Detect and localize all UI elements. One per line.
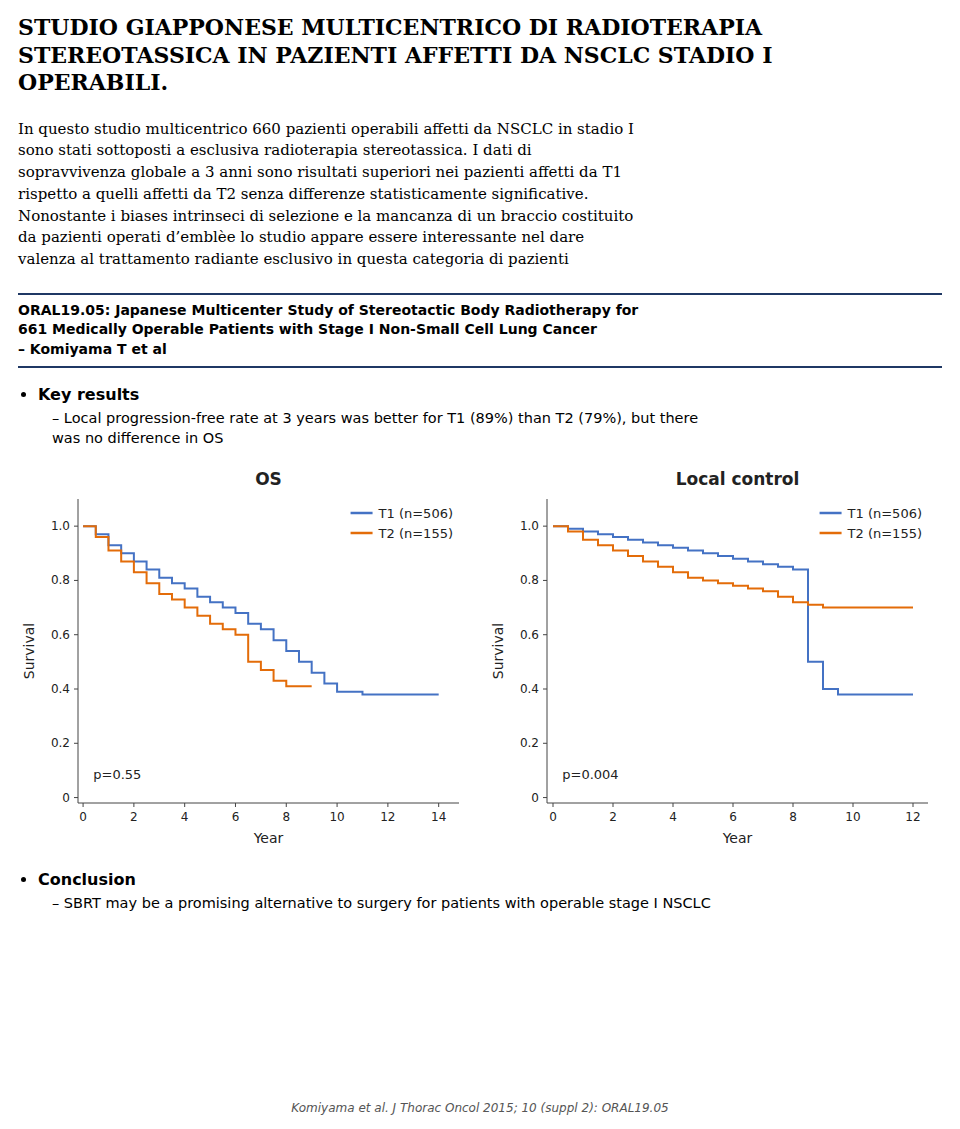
x-axis-label: Year — [253, 830, 284, 846]
y-tick — [74, 634, 78, 635]
footnote: Komiyama et al. J Thorac Oncol 2015; 10 … — [0, 1101, 960, 1115]
x-tick — [613, 803, 614, 807]
km-chart: OS 0 2 4 6 8 10 12 14 0 0.2 0.4 0.6 0.8 1.0 Year Surviva… — [18, 463, 473, 853]
conclusion-item: Conclusion– SBRT may be a promising alte… — [38, 869, 942, 914]
y-tick — [543, 634, 547, 635]
y-tick-label: 0.6 — [520, 627, 539, 641]
y-tick-label: 0.2 — [51, 736, 70, 750]
y-tick-label: 0.4 — [520, 682, 539, 696]
y-tick-label: 0.2 — [520, 736, 539, 750]
plot-area — [553, 526, 913, 694]
x-axis-label: Year — [722, 830, 753, 846]
km-chart: Local control 0 2 4 6 8 10 12 0 0.2 0.4 0.6 0.8 1.0 Ye… — [487, 463, 942, 853]
chart-title: OS — [255, 469, 282, 489]
p-value: p=0.55 — [93, 766, 141, 781]
y-axis-line — [78, 499, 79, 803]
x-tick-label: 4 — [181, 810, 189, 824]
y-tick — [74, 579, 78, 580]
study-title: ORAL19.05: Japanese Multicenter Study of… — [18, 293, 942, 368]
y-tick-label: 0.4 — [51, 682, 70, 696]
x-tick-label: 12 — [905, 810, 920, 824]
legend-swatch — [820, 531, 842, 534]
x-tick — [184, 803, 185, 807]
x-axis-line — [547, 802, 928, 803]
y-tick-label: 1.0 — [51, 519, 70, 533]
plot-area — [83, 526, 439, 694]
y-axis-line — [547, 499, 548, 803]
key-results-item: Key results– Local progression-free rate… — [38, 384, 942, 449]
conclusion-text: – SBRT may be a promising alternative to… — [52, 893, 942, 913]
y-tick-label: 0 — [531, 790, 539, 804]
conclusion-list: Conclusion– SBRT may be a promising alte… — [18, 869, 942, 914]
x-tick — [337, 803, 338, 807]
key-results-text: – Local progression-free rate at 3 years… — [52, 408, 942, 449]
p-value: p=0.004 — [562, 766, 618, 781]
x-tick — [438, 803, 439, 807]
y-tick — [543, 742, 547, 743]
key-results-label: Key results — [38, 384, 942, 406]
y-tick — [543, 579, 547, 580]
x-tick-label: 8 — [789, 810, 797, 824]
legend-swatch — [351, 531, 373, 534]
x-tick — [733, 803, 734, 807]
y-tick-label: 0.8 — [520, 573, 539, 587]
x-tick-label: 6 — [232, 810, 240, 824]
x-tick-label: 2 — [609, 810, 617, 824]
legend-label: T1 (n=506) — [378, 505, 453, 520]
page: STUDIO GIAPPONESE MULTICENTRICO DI RADIO… — [0, 0, 960, 913]
y-tick-label: 0.8 — [51, 573, 70, 587]
x-tick — [553, 803, 554, 807]
x-tick — [387, 803, 388, 807]
x-tick — [286, 803, 287, 807]
x-tick-label: 12 — [380, 810, 395, 824]
x-tick — [913, 803, 914, 807]
x-tick-label: 6 — [729, 810, 737, 824]
x-tick-label: 4 — [669, 810, 677, 824]
legend: T1 (n=506) T2 (n=155) — [351, 505, 453, 540]
legend-swatch — [820, 511, 842, 514]
key-results-list: Key results– Local progression-free rate… — [18, 384, 942, 449]
x-tick — [793, 803, 794, 807]
y-tick — [74, 688, 78, 689]
x-tick-label: 0 — [79, 810, 87, 824]
x-tick-label: 8 — [282, 810, 290, 824]
km-curve — [83, 526, 312, 686]
y-tick-label: 0.6 — [51, 627, 70, 641]
title: STUDIO GIAPPONESE MULTICENTRICO DI RADIO… — [18, 14, 942, 97]
legend-label: T1 (n=506) — [847, 505, 922, 520]
y-tick — [543, 797, 547, 798]
y-axis-label: Survival — [21, 622, 37, 678]
y-tick — [543, 688, 547, 689]
y-tick — [74, 742, 78, 743]
x-axis-line — [78, 802, 459, 803]
legend-label: T2 (n=155) — [847, 525, 922, 540]
x-tick — [133, 803, 134, 807]
x-tick — [83, 803, 84, 807]
legend-label: T2 (n=155) — [378, 525, 453, 540]
legend-swatch — [351, 511, 373, 514]
legend: T1 (n=506) T2 (n=155) — [820, 505, 922, 540]
intro-text: In questo studio multicentrico 660 pazie… — [18, 119, 942, 271]
chart-title: Local control — [676, 469, 800, 489]
charts: OS 0 2 4 6 8 10 12 14 0 0.2 0.4 0.6 0.8 1.0 Year Surviva… — [18, 463, 942, 853]
conclusion-label: Conclusion — [38, 869, 942, 891]
y-tick-label: 0 — [62, 790, 70, 804]
y-tick — [543, 525, 547, 526]
y-tick — [74, 797, 78, 798]
y-tick-label: 1.0 — [520, 519, 539, 533]
x-tick-label: 10 — [845, 810, 860, 824]
x-tick-label: 14 — [431, 810, 446, 824]
y-axis-label: Survival — [490, 622, 506, 678]
x-tick-label: 0 — [549, 810, 557, 824]
km-curve — [553, 526, 913, 694]
y-tick — [74, 525, 78, 526]
x-tick-label: 2 — [130, 810, 138, 824]
x-tick-label: 10 — [329, 810, 344, 824]
x-tick — [673, 803, 674, 807]
x-tick — [235, 803, 236, 807]
km-curve — [83, 526, 439, 694]
x-tick — [853, 803, 854, 807]
